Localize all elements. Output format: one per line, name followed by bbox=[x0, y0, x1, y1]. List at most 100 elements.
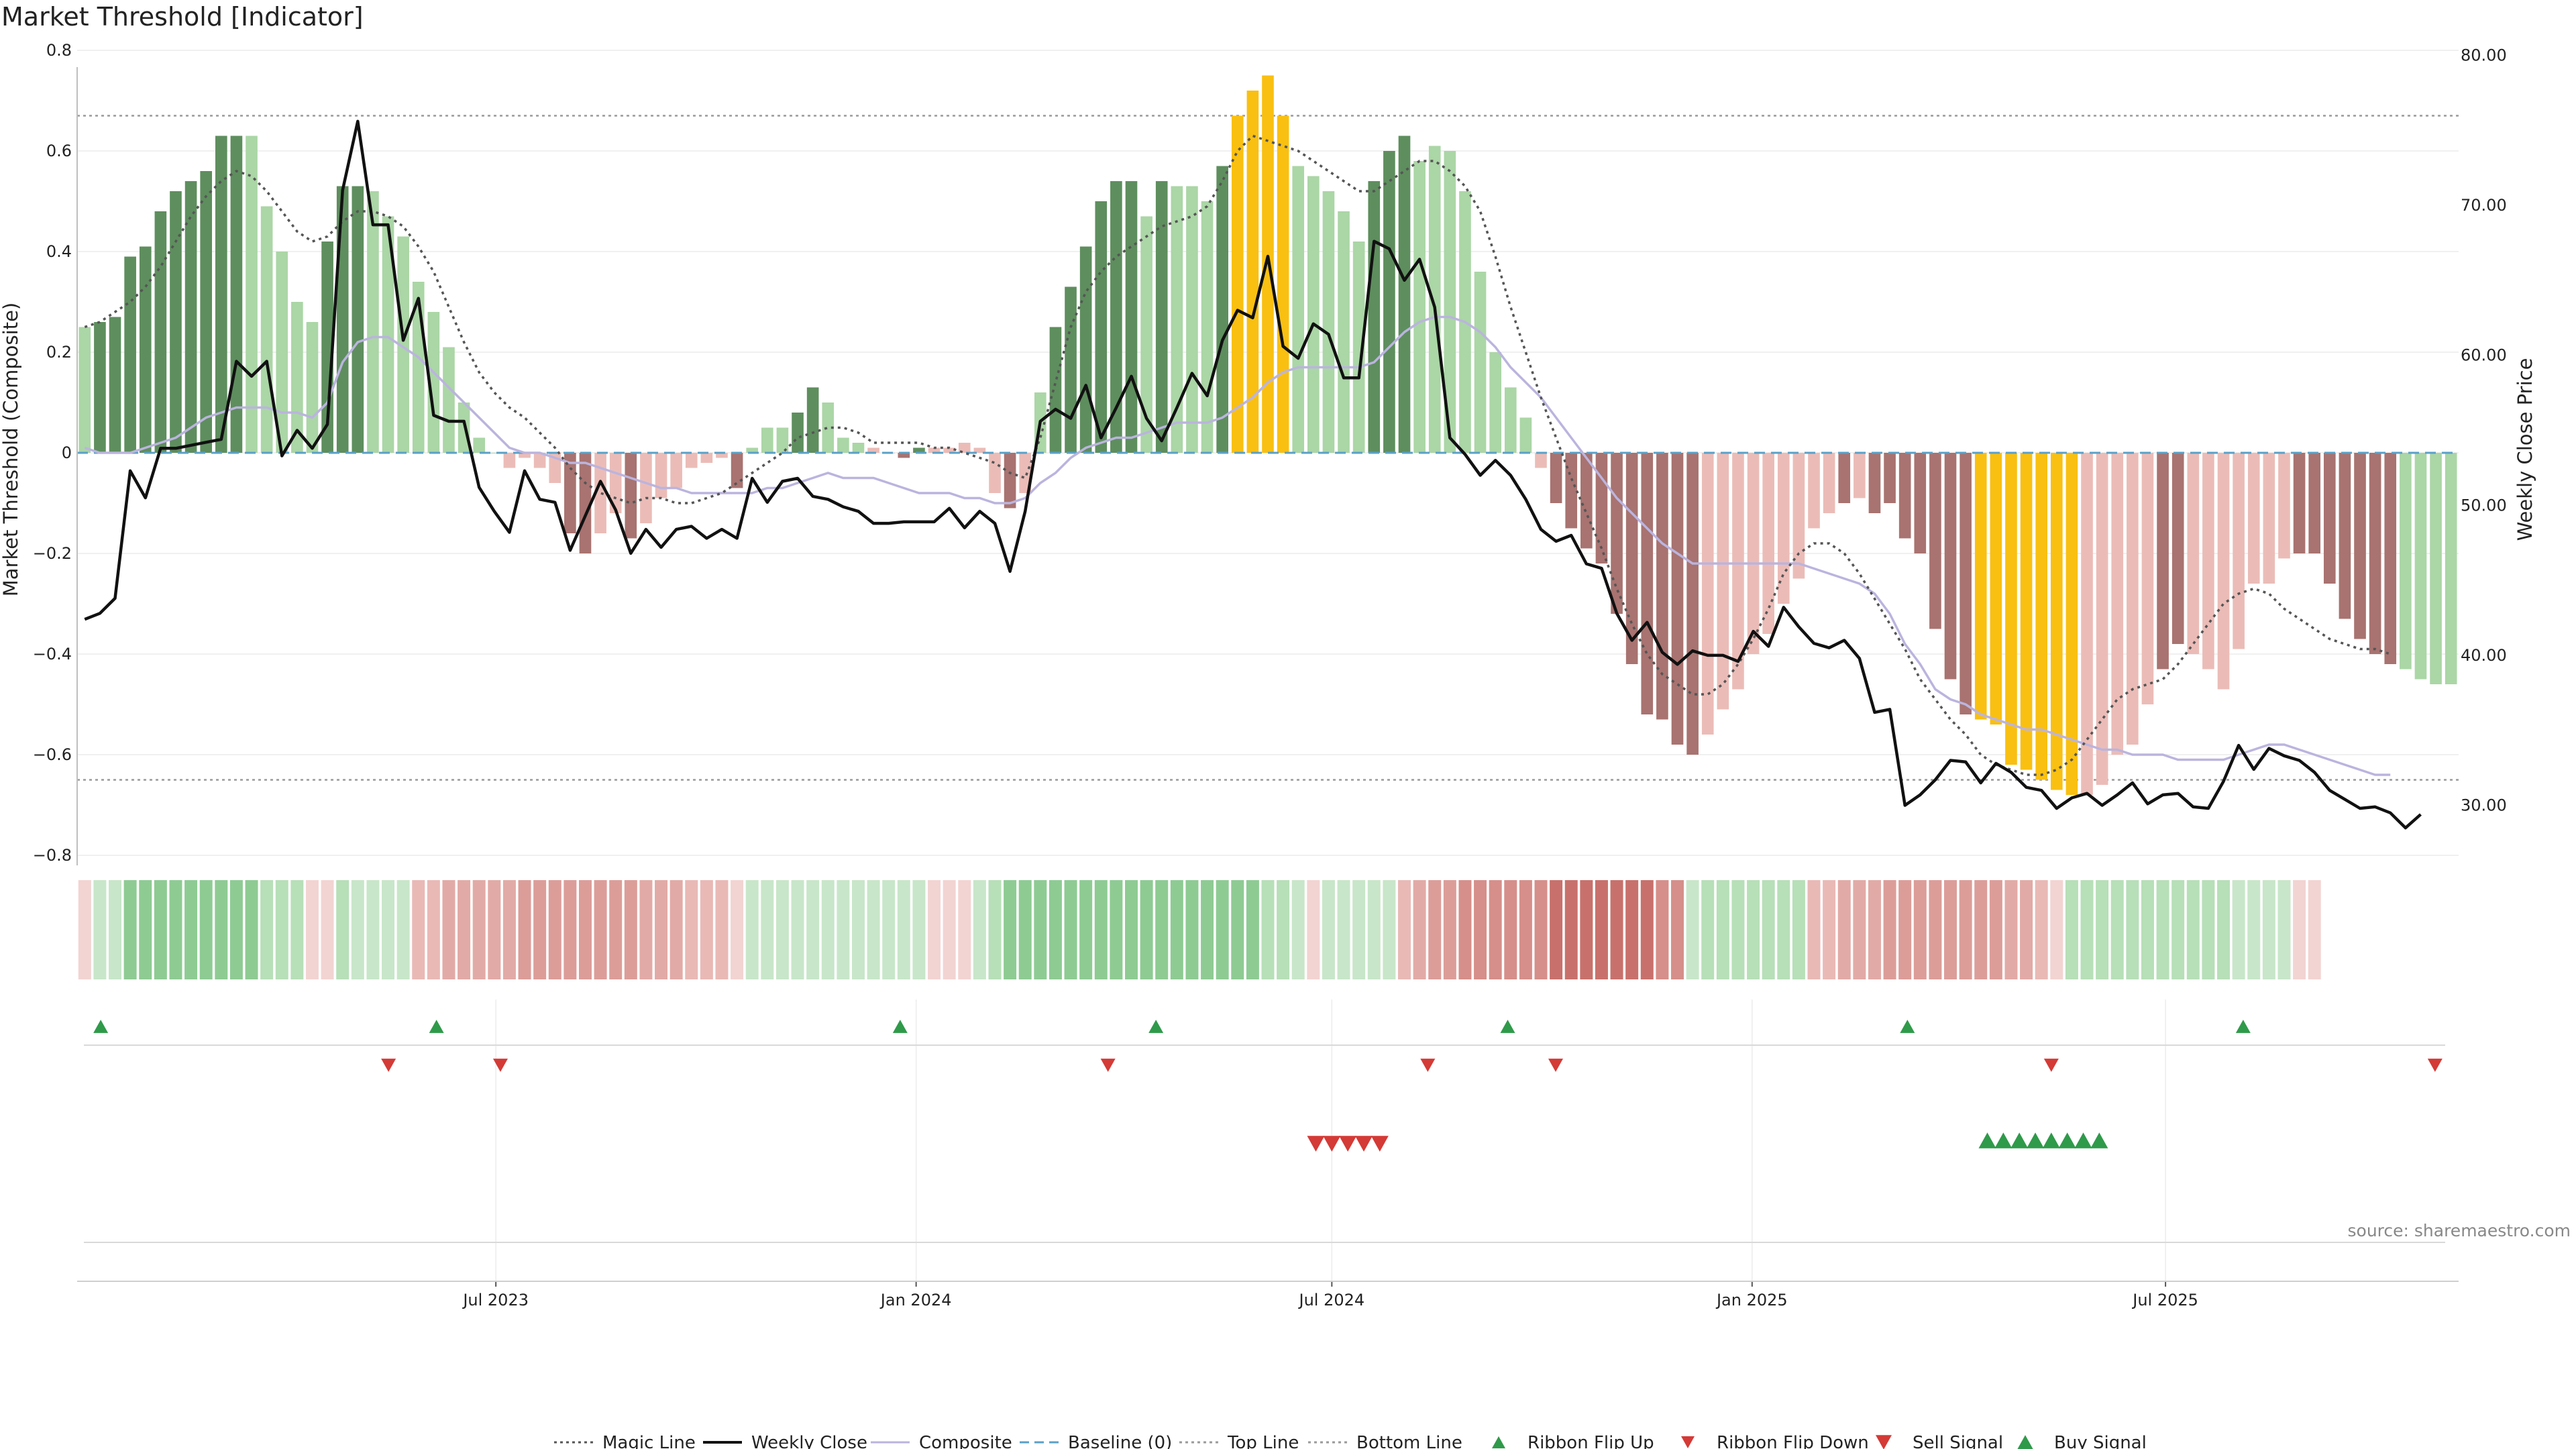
composite-bar bbox=[2157, 453, 2169, 669]
y-tick-left: 0.8 bbox=[46, 41, 72, 60]
composite-bar bbox=[382, 216, 394, 453]
ribbon-cell bbox=[988, 880, 1002, 979]
ribbon-cell bbox=[1079, 880, 1093, 979]
composite-bar bbox=[2445, 453, 2457, 684]
composite-bar bbox=[2247, 453, 2260, 584]
ribbon-cell bbox=[1898, 880, 1912, 979]
ribbon-cell bbox=[1231, 880, 1244, 979]
ribbon-cell bbox=[1762, 880, 1775, 979]
legend-label: Composite bbox=[919, 1433, 1012, 1449]
y-tick-left: −0.2 bbox=[33, 544, 72, 563]
legend-label: Sell Signal bbox=[1913, 1433, 2003, 1449]
composite-bar bbox=[1065, 286, 1077, 453]
composite-bar bbox=[1519, 417, 1532, 453]
ribbon-cell bbox=[2217, 880, 2231, 979]
composite-bar bbox=[1656, 453, 1668, 720]
ribbon-cell bbox=[1716, 880, 1729, 979]
y-tick-left: 0.4 bbox=[46, 242, 72, 261]
composite-bar bbox=[2384, 453, 2397, 664]
ribbon-cell bbox=[731, 880, 744, 979]
composite-bar bbox=[1307, 176, 1320, 453]
ribbon-cell bbox=[1656, 880, 1669, 979]
legend-swatch bbox=[1492, 1436, 1505, 1448]
ribbon-cell bbox=[2035, 880, 2048, 979]
composite-bar bbox=[1474, 272, 1487, 453]
ribbon-cell bbox=[1883, 880, 1896, 979]
composite-bar bbox=[2263, 453, 2275, 584]
composite-bar bbox=[1611, 453, 1623, 614]
series-lines bbox=[77, 119, 2459, 830]
composite-bar bbox=[2127, 453, 2139, 745]
ribbon-cell bbox=[882, 880, 896, 979]
ribbon-cell bbox=[1246, 880, 1259, 979]
buy-signal-marker bbox=[2074, 1132, 2092, 1148]
composite-bar bbox=[1110, 181, 1122, 453]
composite-bar bbox=[2005, 453, 2017, 765]
composite-bar bbox=[1171, 186, 1183, 453]
composite-bar bbox=[2081, 453, 2093, 795]
ribbon-cell bbox=[548, 880, 561, 979]
ribbon-flip-down-marker bbox=[381, 1059, 396, 1072]
composite-bar bbox=[1777, 453, 1790, 604]
ribbon-cell bbox=[564, 880, 577, 979]
ribbon-cell bbox=[382, 880, 395, 979]
ribbon-cell bbox=[305, 880, 319, 979]
legend: Magic Line Weekly Close Composite Baseline … bbox=[554, 1433, 2147, 1449]
ribbon-cell bbox=[336, 880, 350, 979]
composite-bar bbox=[625, 453, 637, 539]
composite-bar bbox=[1717, 453, 1729, 710]
buy-signal-marker bbox=[1978, 1132, 1996, 1148]
ribbon-cell bbox=[1413, 880, 1426, 979]
ribbon-cell bbox=[1322, 880, 1335, 979]
ribbon-cell bbox=[2141, 880, 2154, 979]
composite-bar bbox=[1671, 453, 1684, 745]
ribbon-cell bbox=[1534, 880, 1548, 979]
ribbon-cell bbox=[943, 880, 956, 979]
ribbon-cell bbox=[2262, 880, 2275, 979]
composite-bar bbox=[1898, 453, 1911, 539]
composite-bar bbox=[2369, 453, 2381, 654]
composite-bar bbox=[443, 347, 455, 453]
composite-bar bbox=[1732, 453, 1744, 690]
composite-bar bbox=[1960, 453, 1972, 714]
legend-swatch bbox=[1876, 1435, 1892, 1449]
composite-bar bbox=[1929, 453, 1941, 629]
composite-bar bbox=[655, 453, 667, 498]
composite-bar bbox=[792, 413, 804, 453]
ribbon-cell bbox=[1170, 880, 1183, 979]
composite-bar bbox=[519, 453, 531, 458]
composite-bar bbox=[943, 447, 955, 453]
ribbon-cell bbox=[488, 880, 501, 979]
ribbon-cell bbox=[655, 880, 668, 979]
weekly-close-line bbox=[84, 119, 2422, 830]
y-axis-left-label: Market Threshold (Composite) bbox=[0, 303, 22, 596]
axes: 0.8 0.6 0.4 0.2 0 −0.2 −0.4 −0.6 −0.8 80.00 70.00 6… bbox=[33, 41, 2507, 1309]
ribbon-cell bbox=[1367, 880, 1381, 979]
composite-bar bbox=[184, 181, 197, 453]
legend-label: Buy Signal bbox=[2054, 1433, 2147, 1449]
sell-signal-marker bbox=[1355, 1136, 1373, 1152]
composite-bar bbox=[352, 186, 364, 453]
ribbon-cell bbox=[396, 880, 410, 979]
composite-bar bbox=[139, 246, 152, 453]
ribbon-cell bbox=[1837, 880, 1851, 979]
composite-bar bbox=[1019, 453, 1032, 493]
composite-bar bbox=[1155, 181, 1168, 453]
ribbon-cell bbox=[791, 880, 804, 979]
composite-bar bbox=[898, 453, 910, 458]
composite-bar bbox=[640, 453, 652, 523]
composite-bar bbox=[716, 453, 728, 458]
composite-bar bbox=[973, 447, 986, 453]
composite-bar bbox=[2414, 453, 2427, 680]
ribbon-cell bbox=[1959, 880, 1972, 979]
ribbon-cell bbox=[2004, 880, 2018, 979]
composite-bar bbox=[685, 453, 698, 468]
composite-bar bbox=[609, 453, 622, 513]
composite-line bbox=[84, 315, 2391, 776]
ribbon-flip-up-marker bbox=[1148, 1020, 1164, 1033]
ribbon-cell bbox=[169, 880, 182, 979]
y-tick-right: 70.00 bbox=[2461, 196, 2507, 215]
ribbon-cell bbox=[78, 880, 91, 979]
ribbon-cell bbox=[1277, 880, 1290, 979]
ribbon-cell bbox=[2202, 880, 2215, 979]
